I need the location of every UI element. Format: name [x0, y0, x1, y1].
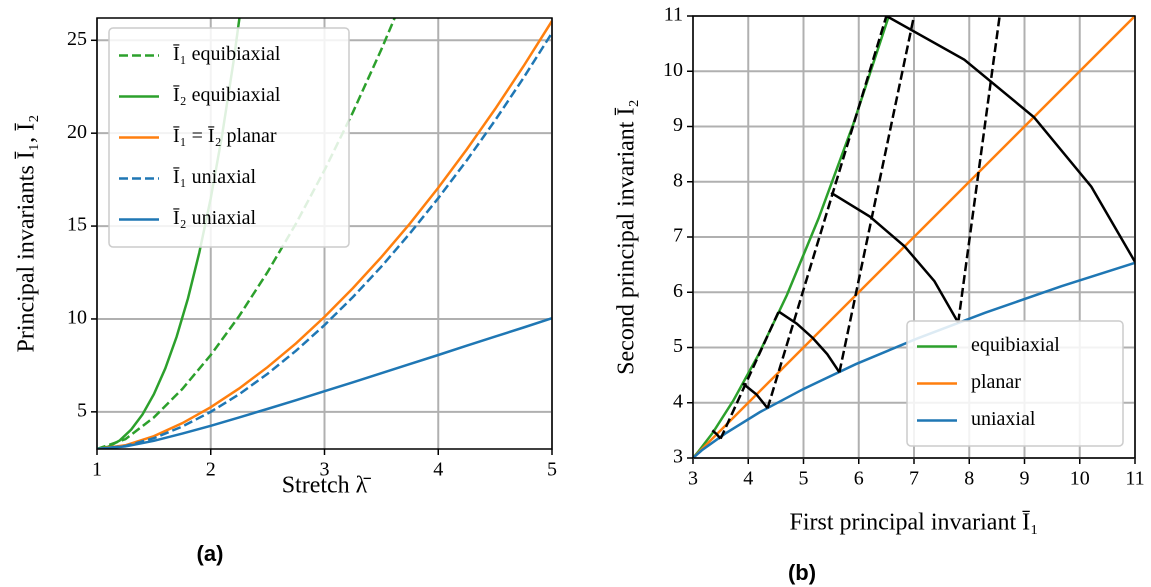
y-axis-label: Principal invariants Ī₁, Ī₂ [14, 114, 40, 352]
y-tick-label: 25 [67, 28, 87, 50]
caption: (a) [197, 541, 224, 566]
y-tick-label: 20 [67, 121, 87, 143]
series-line [777, 310, 841, 374]
x-tick-label: 3 [688, 468, 698, 490]
subplot: 1 2 3 4 5 5 10 15 20 25 Stretch λ̄ Principal invari… [14, 17, 557, 566]
x-tick-label: 5 [547, 459, 557, 481]
series-line [830, 191, 960, 324]
caption: (b) [788, 560, 816, 585]
x-tick-label: 5 [799, 468, 809, 490]
x-tick-label: 7 [909, 468, 919, 490]
legend-box [108, 27, 350, 248]
series-line [719, 311, 780, 440]
series-line [711, 429, 722, 440]
x-axis-label: First principal invariant Ī₁ [790, 510, 1039, 536]
y-tick-label: 9 [673, 114, 683, 136]
y-tick-label: 11 [664, 4, 683, 26]
y-tick-label: 5 [673, 335, 683, 357]
legend-label: planar [971, 371, 1021, 393]
series-line [97, 18, 397, 449]
x-tick-label: 4 [433, 459, 443, 481]
series-line [97, 317, 552, 449]
y-tick-label: 10 [67, 307, 87, 329]
legend: equibiaxial planar uniaxial [906, 320, 1124, 447]
y-tick-label: 7 [673, 225, 683, 247]
legend-box [906, 320, 1124, 447]
axes-frame [692, 15, 1136, 459]
legend-label: uniaxial [971, 408, 1036, 430]
legend-label: Ī₁ = Ī₂ planar [173, 125, 277, 147]
legend-label: Ī₁ equibiaxial [173, 43, 281, 65]
series-line [741, 382, 769, 410]
y-tick-label: 15 [67, 214, 87, 236]
x-tick-label: 2 [206, 459, 216, 481]
y-tick-label: 3 [673, 446, 683, 468]
series-line [97, 20, 552, 449]
axes-frame [96, 17, 553, 450]
series-line [838, 16, 916, 373]
series-line [693, 16, 1135, 458]
legend-label: Ī₂ uniaxial [173, 207, 257, 229]
y-tick-label: 8 [673, 169, 683, 191]
x-tick-label: 9 [1020, 468, 1030, 490]
y-axis-label: Second principal invariant Ī₂ [614, 99, 640, 375]
x-tick-label: 1 [92, 459, 102, 481]
x-tick-label: 8 [964, 468, 974, 490]
y-tick-label: 5 [77, 399, 87, 421]
x-axis-label: Stretch λ̄ [282, 473, 372, 499]
x-tick-label: 3 [320, 459, 330, 481]
x-tick-label: 4 [743, 468, 753, 490]
series-line [693, 16, 891, 458]
y-tick-label: 6 [673, 280, 683, 302]
legend-label: Ī₂ equibiaxial [173, 84, 281, 106]
series-line [956, 16, 1001, 323]
x-tick-label: 11 [1125, 468, 1144, 490]
series-line [766, 16, 888, 409]
legend: Ī₁ equibiaxial Ī₂ equibiaxial Ī₁ = Ī₂ plan… [108, 27, 350, 248]
legend-label: equibiaxial [971, 334, 1060, 356]
series-line [693, 261, 1135, 458]
series-line [885, 16, 1135, 263]
subplot: 3 4 5 6 7 8 9 10 11 3 4 5 6 7 8 9 10 11 First principal in… [614, 4, 1145, 585]
legend-label: Ī₁ uniaxial [173, 166, 257, 188]
x-tick-label: 6 [854, 468, 864, 490]
series-line [97, 32, 552, 449]
y-tick-label: 10 [663, 59, 683, 81]
y-tick-label: 4 [673, 390, 683, 412]
x-tick-label: 10 [1070, 468, 1090, 490]
